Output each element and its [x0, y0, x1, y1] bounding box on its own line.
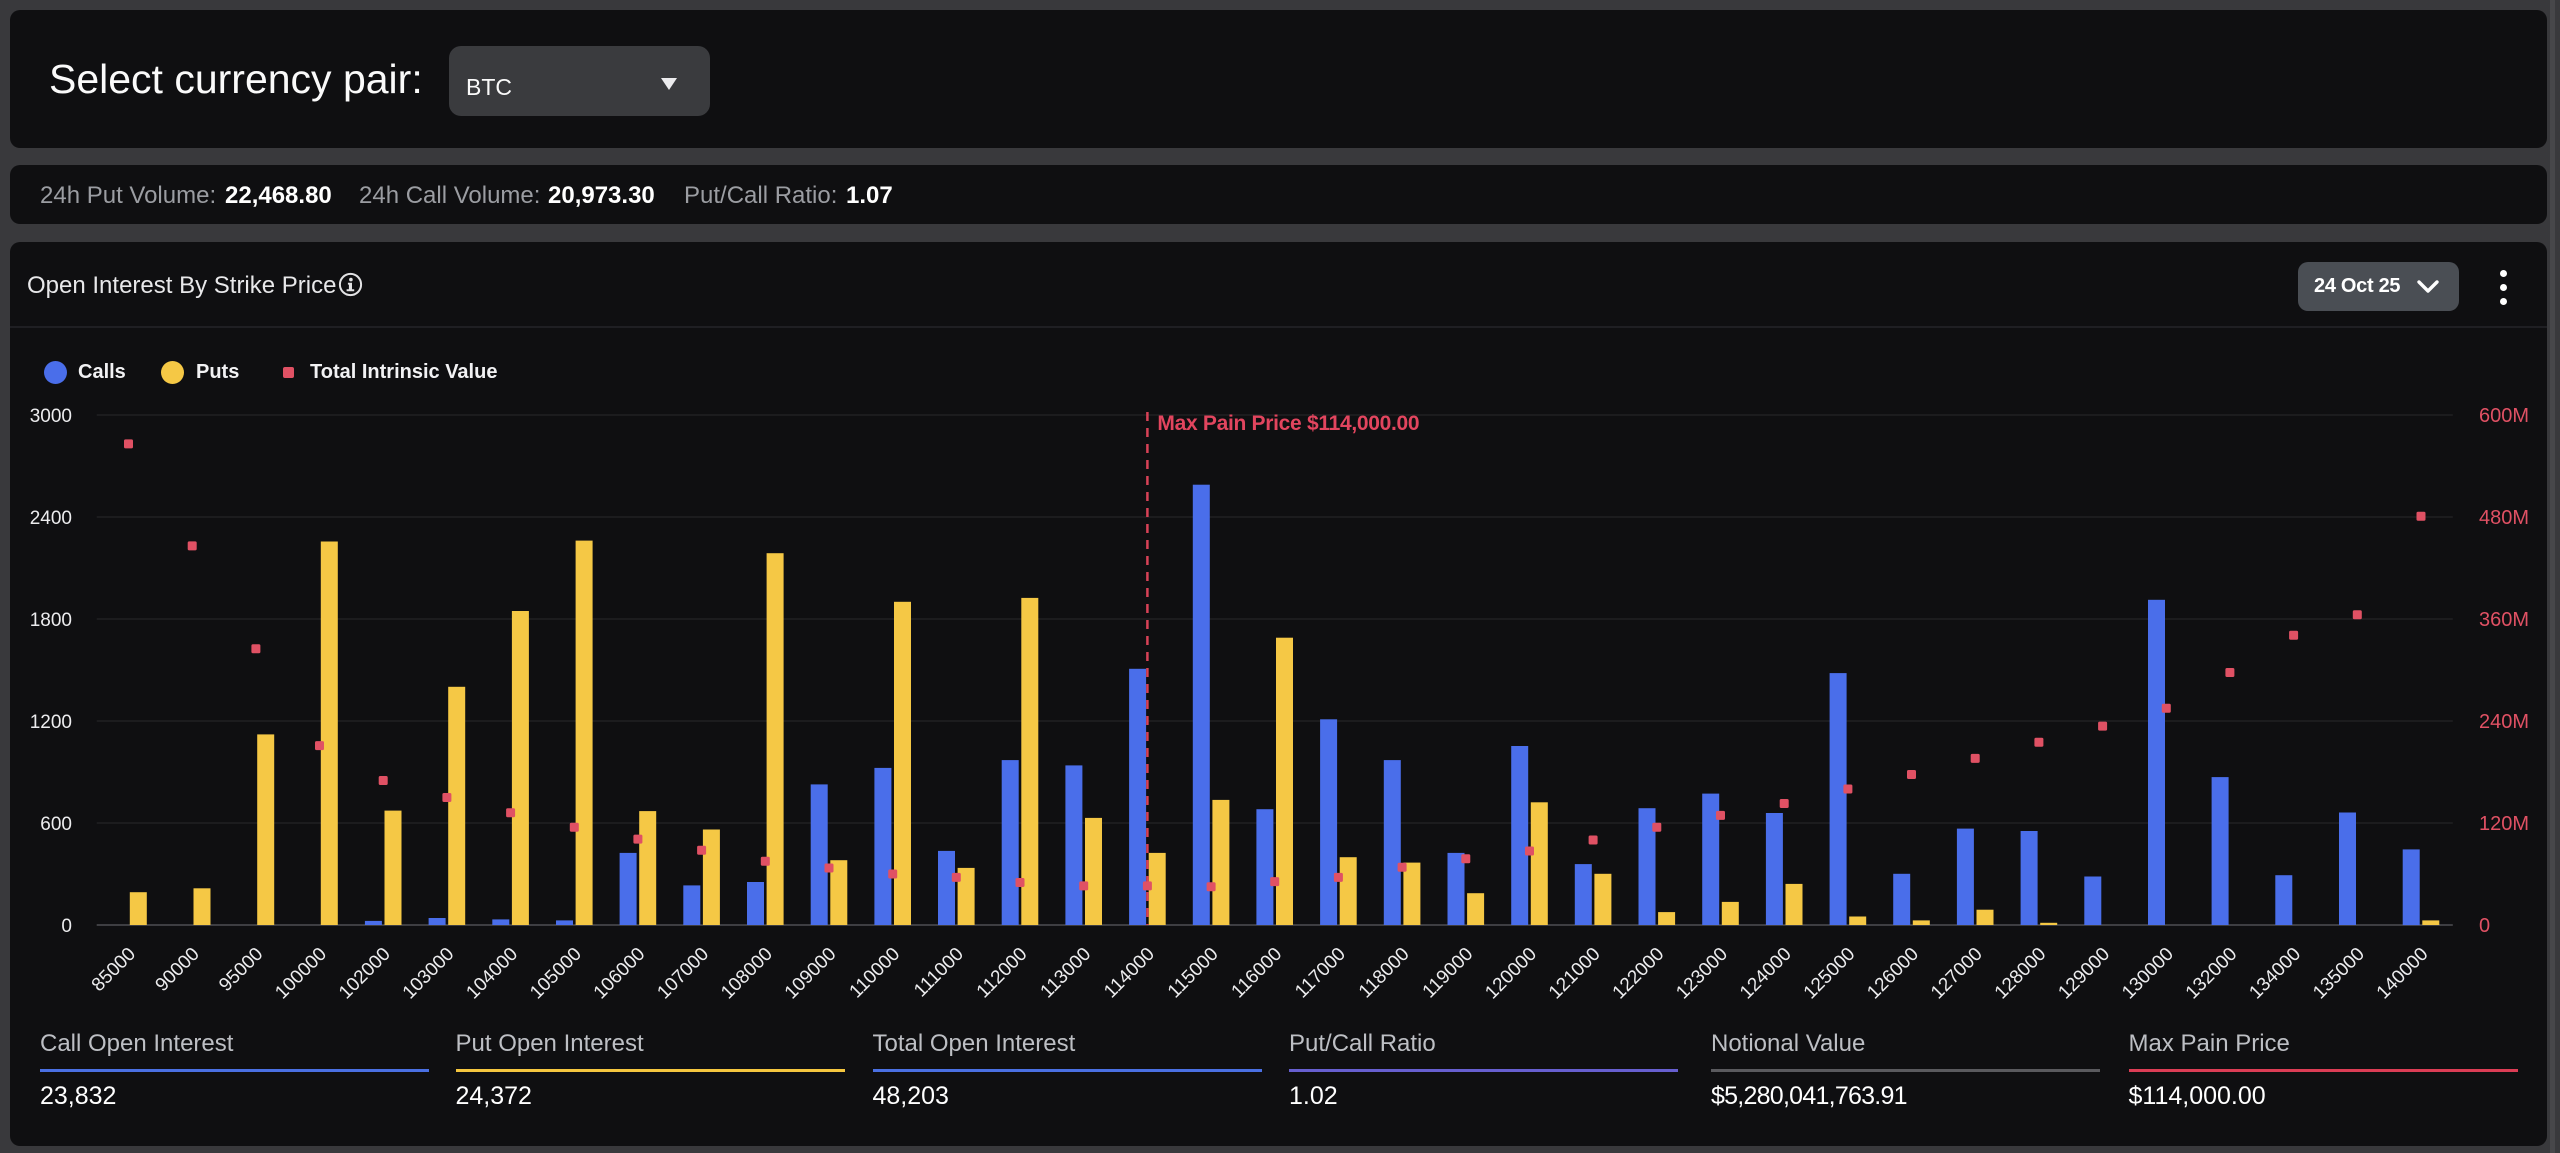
- svg-text:600M: 600M: [2479, 405, 2529, 427]
- svg-text:125000: 125000: [1800, 944, 1860, 1004]
- svg-text:140000: 140000: [2373, 944, 2433, 1004]
- svg-text:124000: 124000: [1736, 944, 1796, 1004]
- svg-text:127000: 127000: [1927, 944, 1987, 1004]
- svg-text:120M: 120M: [2479, 813, 2529, 835]
- svg-text:480M: 480M: [2479, 507, 2529, 529]
- svg-text:85000: 85000: [88, 944, 140, 996]
- svg-text:600: 600: [40, 814, 72, 835]
- svg-text:120000: 120000: [1481, 944, 1541, 1004]
- svg-text:106000: 106000: [590, 944, 650, 1004]
- svg-text:1200: 1200: [30, 712, 72, 733]
- svg-text:105000: 105000: [526, 944, 586, 1004]
- svg-text:0: 0: [61, 916, 72, 937]
- svg-text:135000: 135000: [2309, 944, 2369, 1004]
- svg-text:132000: 132000: [2182, 944, 2242, 1004]
- svg-text:1800: 1800: [30, 610, 72, 631]
- svg-text:103000: 103000: [399, 944, 459, 1004]
- svg-text:112000: 112000: [973, 944, 1032, 1003]
- svg-text:126000: 126000: [1863, 944, 1923, 1004]
- svg-text:95000: 95000: [215, 944, 267, 996]
- svg-text:104000: 104000: [462, 944, 522, 1004]
- svg-text:108000: 108000: [717, 944, 777, 1004]
- svg-text:129000: 129000: [2054, 944, 2114, 1004]
- svg-text:90000: 90000: [152, 944, 204, 996]
- svg-text:114000: 114000: [1100, 944, 1159, 1003]
- svg-text:360M: 360M: [2479, 609, 2529, 631]
- svg-text:128000: 128000: [1991, 944, 2051, 1004]
- svg-text:122000: 122000: [1609, 944, 1669, 1004]
- svg-text:111000: 111000: [910, 944, 968, 1002]
- svg-text:115000: 115000: [1164, 944, 1223, 1003]
- svg-text:123000: 123000: [1672, 944, 1732, 1004]
- svg-text:102000: 102000: [335, 944, 395, 1004]
- svg-text:109000: 109000: [781, 944, 841, 1004]
- svg-text:3000: 3000: [30, 406, 72, 427]
- svg-text:116000: 116000: [1228, 944, 1287, 1003]
- svg-text:130000: 130000: [2118, 944, 2178, 1004]
- svg-text:240M: 240M: [2479, 711, 2529, 733]
- svg-text:134000: 134000: [2245, 944, 2305, 1004]
- svg-text:0: 0: [2479, 915, 2490, 937]
- svg-text:118000: 118000: [1355, 944, 1414, 1003]
- svg-text:121000: 121000: [1545, 944, 1605, 1004]
- svg-text:2400: 2400: [30, 508, 72, 529]
- svg-text:113000: 113000: [1037, 944, 1096, 1003]
- svg-text:100000: 100000: [271, 944, 331, 1004]
- svg-text:117000: 117000: [1291, 944, 1350, 1003]
- svg-text:107000: 107000: [653, 944, 713, 1004]
- svg-text:Max Pain Price $114,000.00: Max Pain Price $114,000.00: [1157, 412, 1419, 435]
- svg-text:119000: 119000: [1419, 944, 1478, 1003]
- svg-text:110000: 110000: [846, 944, 905, 1003]
